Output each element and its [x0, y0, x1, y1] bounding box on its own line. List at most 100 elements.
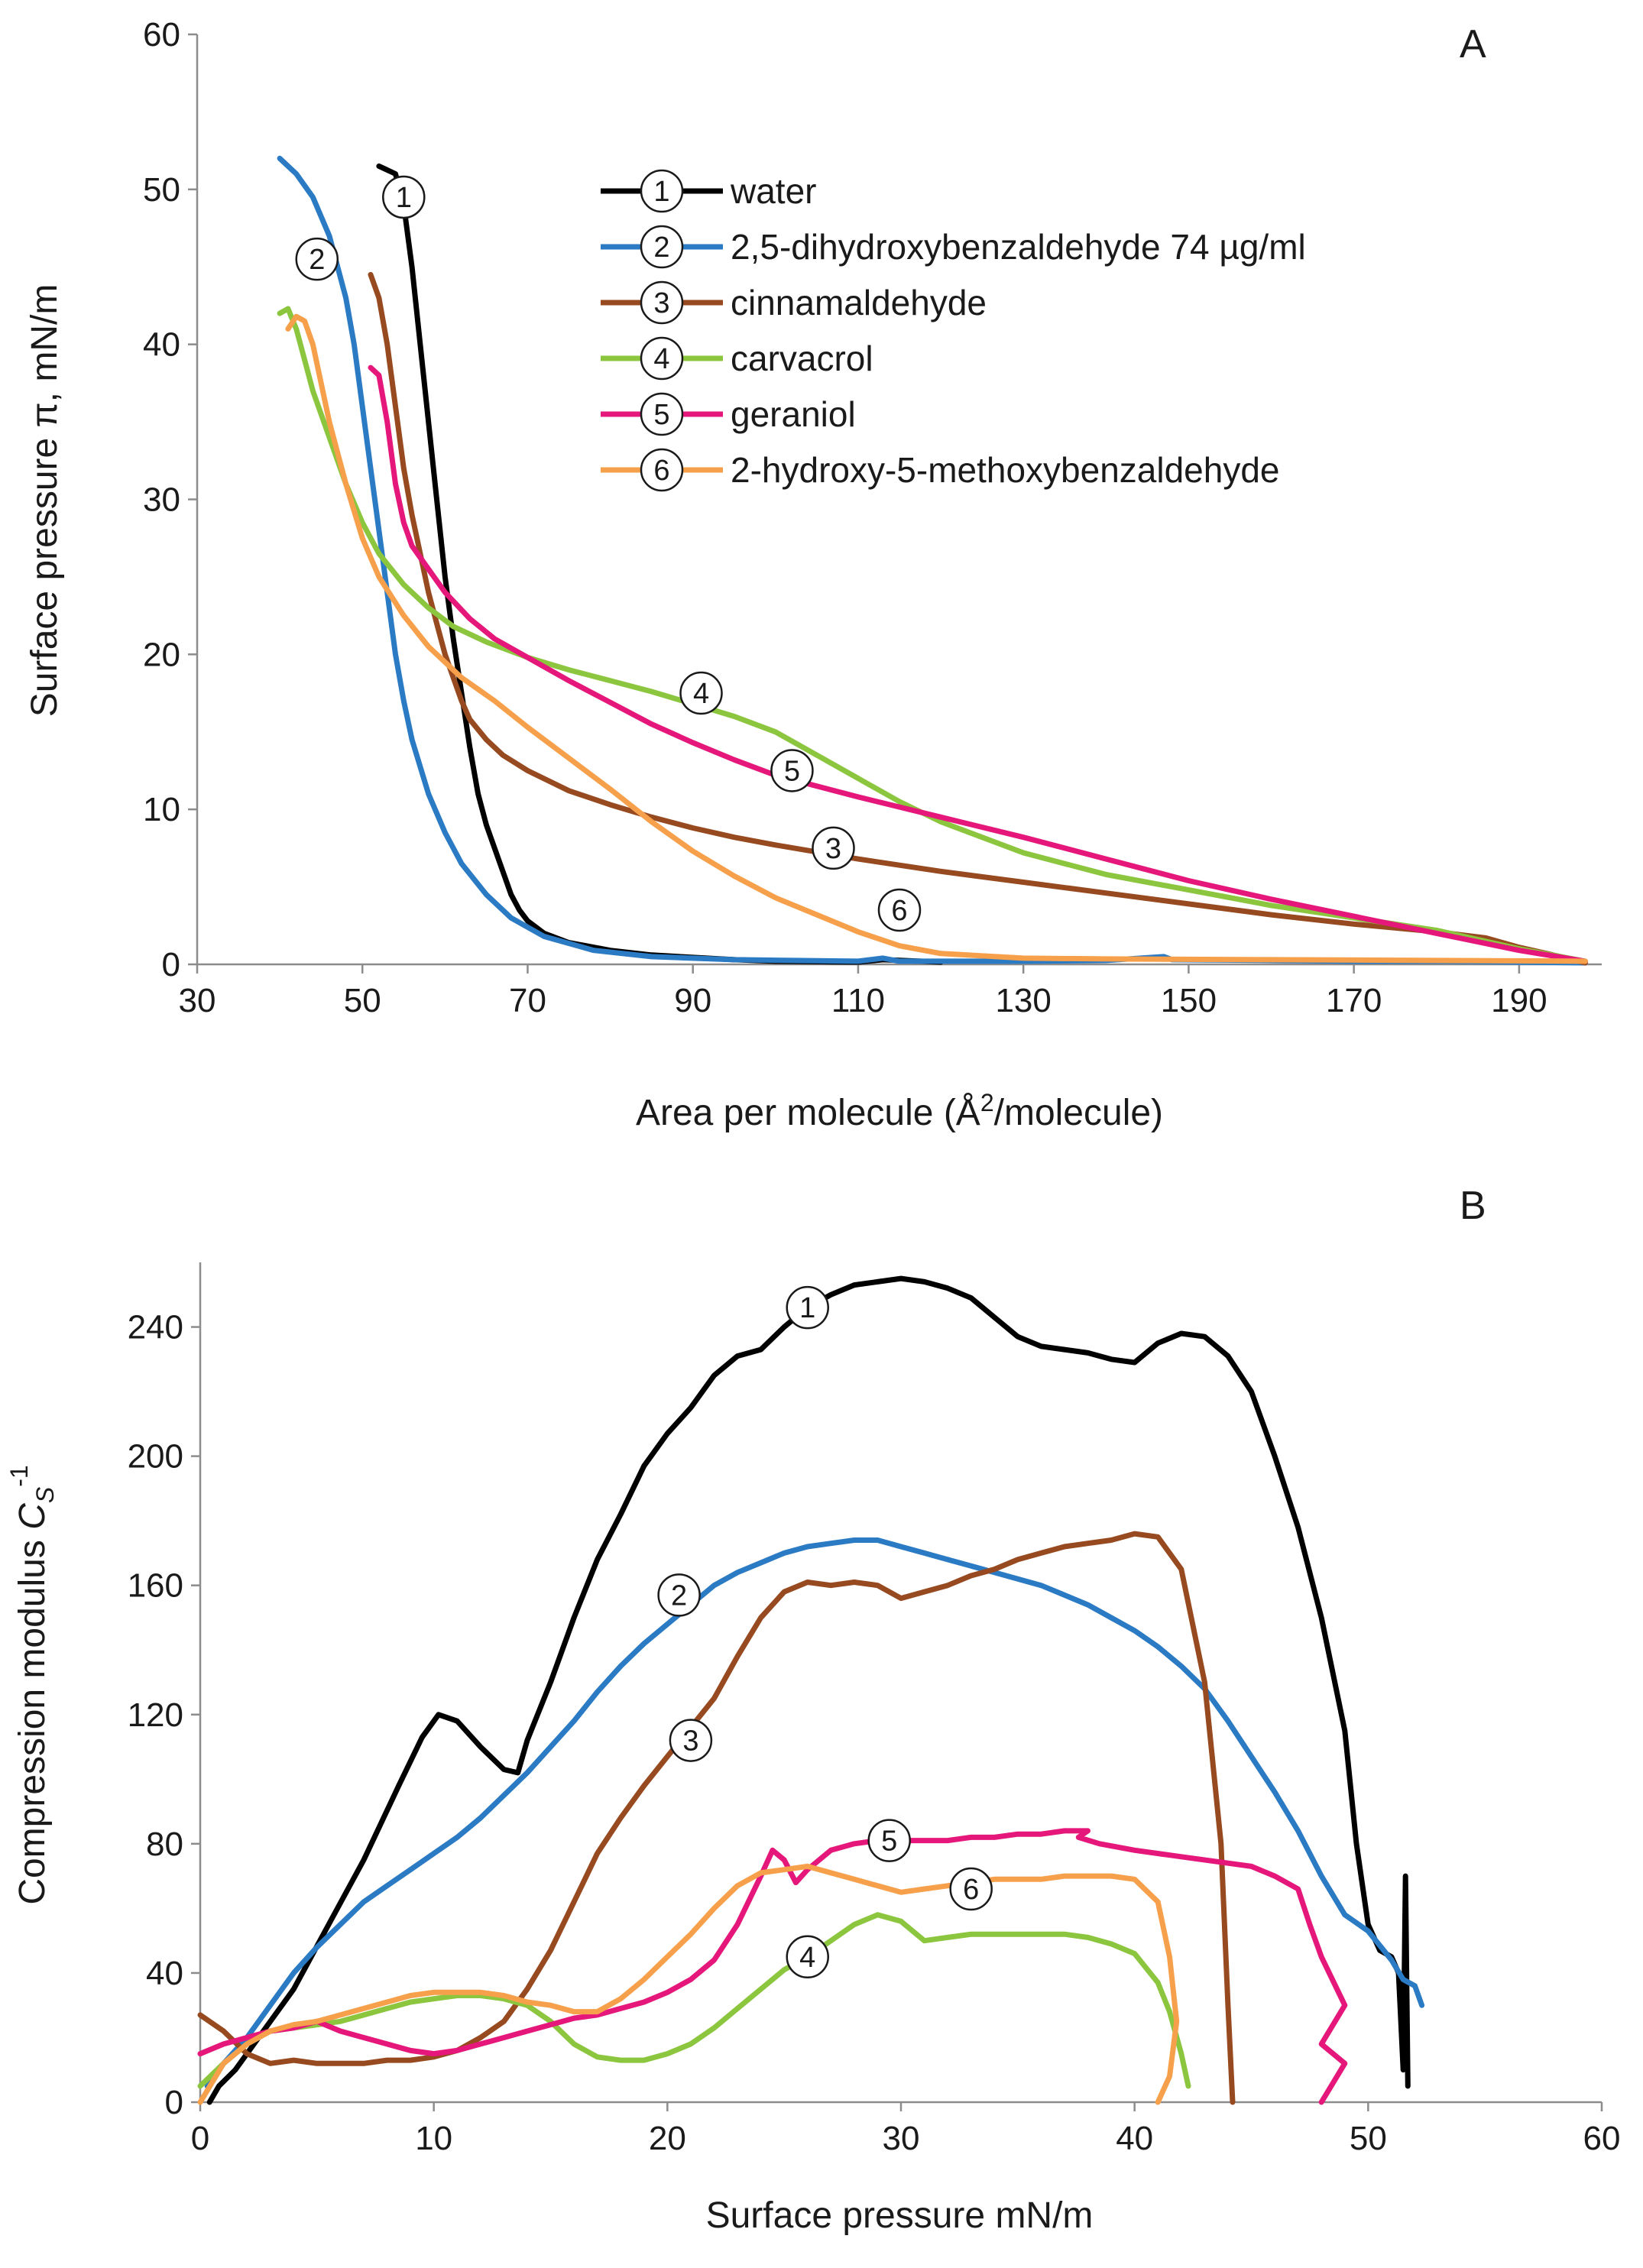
panel-a-x-axis-label: Area per molecule (Å2/molecule) — [636, 1089, 1163, 1133]
marker-circle — [786, 1935, 829, 1979]
x-tick-label: 170 — [1326, 982, 1382, 1019]
legend-number-circle — [640, 280, 684, 325]
legend-number: 1 — [653, 176, 669, 208]
marker-number: 6 — [963, 1874, 979, 1906]
x-tick-label: 30 — [883, 2120, 920, 2157]
curve-marker-1: 1 — [786, 1285, 829, 1330]
marker-number: 4 — [799, 1942, 815, 1974]
curve-marker-3: 3 — [669, 1719, 713, 1762]
marker-circle — [669, 1719, 713, 1762]
panel-b-ticks: 0 40 80 120 160 200 240 0 10 20 30 40 50 60 — [128, 1309, 1621, 2157]
x-tick-label: 190 — [1491, 982, 1547, 1019]
marker-number: 1 — [799, 1292, 815, 1324]
series-line-5 — [368, 364, 1588, 964]
y-tick-label: 80 — [146, 1826, 183, 1863]
x-tick-label: 110 — [831, 982, 885, 1019]
series-line-6 — [197, 1863, 1180, 2105]
legend-item-6: 6 2-hydroxy-5-methoxybenzaldehyde — [601, 448, 1280, 492]
legend-label: 2,5-dihydroxybenzaldehyde 74 µg/ml — [731, 227, 1306, 267]
x-tick-label: 130 — [995, 982, 1051, 1019]
marker-number: 3 — [682, 1725, 698, 1758]
marker-number: 5 — [881, 1826, 897, 1858]
marker-circle — [295, 237, 339, 281]
y-tick-label: 240 — [128, 1309, 183, 1346]
legend-label: water — [730, 171, 816, 211]
panel-b-markers: 1 2 3 4 5 6 — [657, 1285, 993, 1979]
marker-number: 2 — [309, 244, 325, 276]
x-tick-label: 10 — [415, 2120, 452, 2157]
y-tick-label: 50 — [143, 171, 180, 209]
curve-marker-5: 5 — [770, 749, 814, 792]
series-line-1 — [206, 1275, 1411, 2105]
marker-circle — [949, 1867, 993, 1911]
series-line-2 — [277, 155, 1588, 966]
series-line-2 — [204, 1537, 1425, 2089]
marker-number: 4 — [693, 678, 709, 710]
y-tick-label: 40 — [143, 326, 180, 364]
y-tick-label: 40 — [146, 1955, 183, 1992]
series-line-6 — [285, 313, 1588, 964]
legend-item-5: 5 geraniol — [601, 392, 856, 436]
legend-number-circle — [640, 392, 684, 436]
series-line-3 — [368, 271, 1588, 966]
y-tick-label: 10 — [143, 791, 180, 828]
x-tick-label: 90 — [674, 982, 711, 1019]
legend-number: 2 — [653, 232, 669, 264]
legend-item-3: 3 cinnamaldehyde — [601, 280, 987, 325]
y-tick-label: 20 — [143, 636, 180, 673]
marker-number: 1 — [396, 182, 412, 214]
legend-label: 2-hydroxy-5-methoxybenzaldehyde — [731, 450, 1280, 490]
marker-circle — [382, 175, 426, 219]
marker-circle — [877, 888, 922, 932]
legend-item-4: 4 carvacrol — [601, 336, 873, 381]
legend-number-circle — [640, 448, 684, 492]
legend-number-circle — [640, 225, 684, 269]
marker-circle — [786, 1285, 829, 1330]
panel-a-series — [277, 155, 1588, 966]
panel-a-markers: 1 2 3 4 5 6 — [295, 175, 922, 932]
x-tick-label: 150 — [1161, 982, 1217, 1019]
legend-number-circle — [640, 336, 684, 381]
x-tick-label: 20 — [649, 2120, 686, 2157]
x-tick-label: 60 — [1583, 2120, 1621, 2157]
y-tick-label: 200 — [128, 1438, 183, 1476]
legend-label: carvacrol — [731, 339, 873, 378]
y-tick-label: 160 — [128, 1567, 183, 1605]
panel-b-x-axis-label: Surface pressure mN/m — [706, 2195, 1094, 2236]
curve-marker-4: 4 — [786, 1935, 829, 1979]
y-tick-label: 120 — [128, 1696, 183, 1734]
marker-circle — [657, 1573, 701, 1617]
curve-marker-5: 5 — [867, 1819, 911, 1862]
curve-marker-4: 4 — [679, 671, 723, 715]
marker-circle — [770, 749, 814, 792]
panel-a-label: A — [1460, 22, 1486, 66]
marker-number: 5 — [784, 755, 800, 787]
y-tick-label: 30 — [143, 481, 180, 519]
series-line-5 — [197, 1828, 1348, 2105]
legend-number: 5 — [653, 399, 669, 431]
legend-label: geraniol — [731, 394, 856, 434]
legend-number: 4 — [653, 343, 669, 375]
curve-marker-6: 6 — [949, 1867, 993, 1911]
y-tick-label: 0 — [165, 2084, 183, 2121]
curve-marker-3: 3 — [812, 826, 855, 870]
marker-number: 3 — [825, 833, 841, 865]
x-tick-label: 70 — [509, 982, 546, 1019]
legend-item-2: 2 2,5-dihydroxybenzaldehyde 74 µg/ml — [601, 225, 1306, 269]
legend-label: cinnamaldehyde — [731, 283, 987, 322]
panel-b-label: B — [1460, 1184, 1486, 1228]
legend-number: 6 — [653, 455, 669, 487]
series-line-4 — [277, 306, 1588, 964]
marker-number: 2 — [671, 1580, 687, 1612]
marker-circle — [812, 826, 855, 870]
marker-circle — [867, 1819, 911, 1862]
x-tick-label: 50 — [1350, 2120, 1387, 2157]
panel-a-y-axis-label: Surface pressure π, mN/m — [24, 284, 65, 718]
legend-item-1: 1 water — [601, 169, 816, 213]
panel-a-legend: 1 water 2 2,5-dihydroxybenzaldehyde 74 µg/m… — [601, 169, 1306, 492]
series-line-4 — [197, 1912, 1191, 2089]
y-tick-label: 0 — [162, 946, 180, 983]
y-tick-label: 60 — [143, 16, 180, 53]
marker-number: 6 — [891, 895, 907, 927]
